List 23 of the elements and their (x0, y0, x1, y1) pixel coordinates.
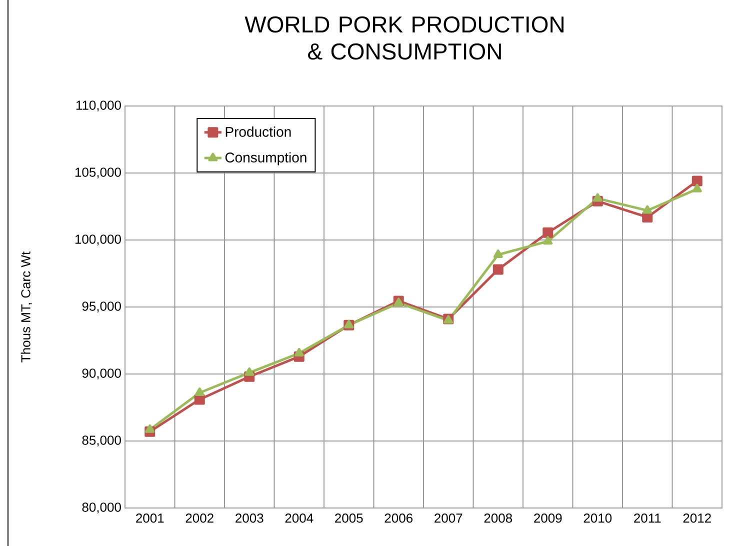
y-tick-label: 85,000 (82, 436, 121, 446)
y-tick-label: 110,000 (76, 100, 121, 112)
y-tick-label: 90,000 (82, 368, 121, 380)
legend-label: Production (226, 126, 291, 137)
x-tick-label: 2010 (584, 514, 612, 523)
y-tick-label: 80,000 (82, 502, 121, 514)
y-tick-label: 100,000 (75, 234, 121, 246)
legend-label: Consumption (225, 152, 306, 166)
x-tick-label: 2003 (236, 514, 264, 523)
y-tick-label: 95,000 (82, 302, 121, 312)
x-tick-label: 2005 (335, 514, 363, 523)
x-tick-label: 2011 (634, 514, 661, 523)
y-axis-title: Thous MT, Carc Wt (20, 251, 32, 362)
x-tick-label: 2002 (186, 514, 214, 523)
x-tick-label: 2007 (434, 514, 462, 523)
x-tick-label: 2009 (534, 514, 562, 523)
x-tick-label: 2012 (683, 514, 711, 523)
y-tick-label: 105,000 (75, 168, 121, 178)
x-tick-label: 2008 (484, 514, 512, 523)
x-tick-label: 2001 (136, 514, 164, 523)
chart-title: WORLD PORK PRODUCTION & CONSUMPTION (244, 16, 564, 60)
x-tick-label: 2004 (285, 514, 314, 523)
x-tick-label: 2006 (384, 514, 413, 523)
